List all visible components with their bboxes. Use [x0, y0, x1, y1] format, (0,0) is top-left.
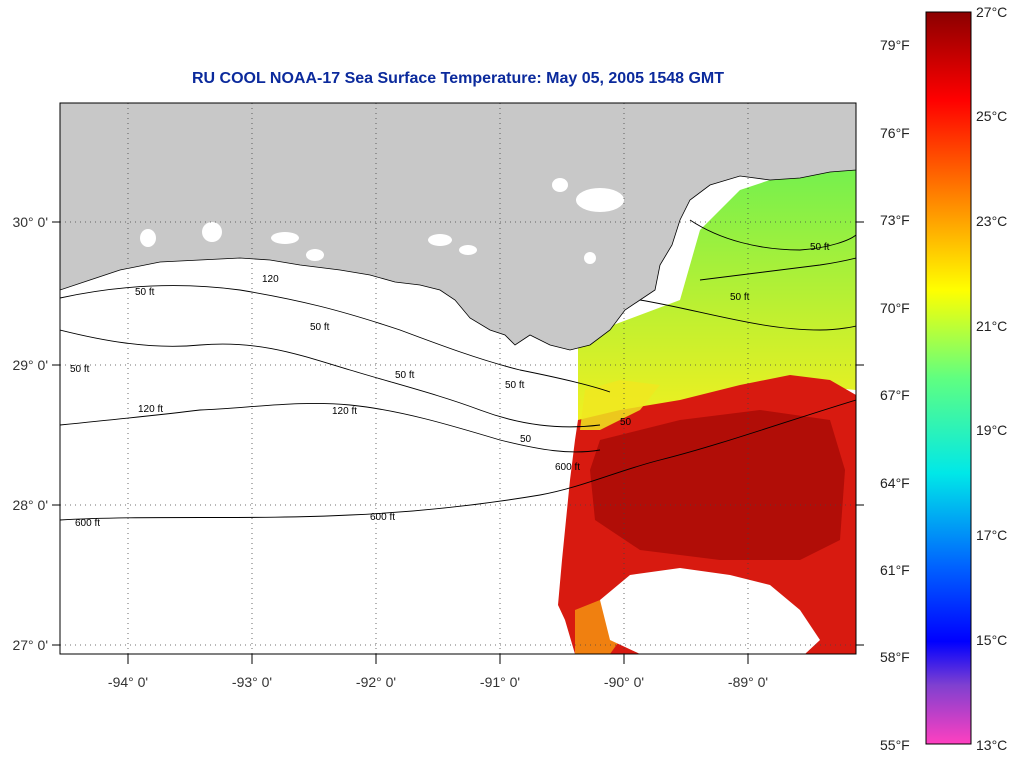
- axis-ticks: [52, 221, 864, 664]
- sst-nearshore-band: [578, 160, 856, 420]
- lat-label: 27° 0': [12, 637, 48, 653]
- sst-yellow-tongue: [580, 380, 660, 430]
- lon-label: -93° 0': [231, 674, 273, 690]
- contour-label: 50: [520, 434, 532, 445]
- colorbar-f-label: 79°F: [880, 37, 910, 53]
- colorbar-c-label: 19°C: [976, 422, 1008, 438]
- contour-label: 600 ft: [370, 512, 395, 523]
- contour-label: 50 ft: [70, 364, 90, 375]
- sst-warm-core: [590, 410, 845, 560]
- contour-label: 120 ft: [138, 404, 163, 415]
- colorbar-c-label: 25°C: [976, 108, 1008, 124]
- lon-label: -89° 0': [727, 674, 769, 690]
- contour-labels: 50 ft 120 50 ft 50 ft 50 ft 120 ft 50 ft…: [70, 242, 830, 529]
- map-title: RU COOL NOAA-17 Sea Surface Temperature:…: [191, 70, 725, 87]
- lon-label: -92° 0': [355, 674, 397, 690]
- lon-label: -94° 0': [107, 674, 149, 690]
- colorbar-c-label: 23°C: [976, 213, 1008, 229]
- colorbar-c-label: 21°C: [976, 318, 1008, 334]
- contour-label: 50 ft: [505, 380, 525, 391]
- cloud-cover: [600, 568, 820, 654]
- colorbar-c-label: 13°C: [976, 737, 1008, 753]
- contour-label: 120: [262, 274, 279, 285]
- sst-orange-fringe: [575, 600, 620, 654]
- colorbar: [925, 11, 972, 745]
- contour-label: 50: [620, 417, 632, 428]
- lakes: [140, 178, 624, 264]
- lat-label: 28° 0': [12, 497, 48, 513]
- colorbar-f-label: 61°F: [880, 562, 910, 578]
- bathymetry-contours: [60, 219, 856, 521]
- colorbar-f-label: 64°F: [880, 475, 910, 491]
- lat-label: 30° 0': [12, 214, 48, 230]
- contour-label: 50 ft: [135, 287, 155, 298]
- contour-label: 600 ft: [555, 462, 580, 473]
- colorbar-f-label: 70°F: [880, 300, 910, 316]
- contour-label: 50 ft: [310, 322, 330, 333]
- colorbar-c-label: 15°C: [976, 632, 1008, 648]
- lon-label: -90° 0': [603, 674, 645, 690]
- colorbar-c-label: 27°C: [976, 4, 1008, 20]
- lon-label: -91° 0': [479, 674, 521, 690]
- contour-label: 120 ft: [332, 406, 357, 417]
- colorbar-f-label: 76°F: [880, 125, 910, 141]
- land-mass: [60, 103, 856, 351]
- contour-label: 50 ft: [810, 242, 830, 253]
- lat-label: 29° 0': [12, 357, 48, 373]
- contour-label: 50 ft: [730, 292, 750, 303]
- colorbar-f-label: 55°F: [880, 737, 910, 753]
- colorbar-f-label: 73°F: [880, 212, 910, 228]
- colorbar-f-label: 58°F: [880, 649, 910, 665]
- contour-label: 50 ft: [395, 370, 415, 381]
- contour-label: 600 ft: [75, 518, 100, 529]
- graticule: [60, 103, 856, 654]
- colorbar-f-label: 67°F: [880, 387, 910, 403]
- colorbar-c-label: 17°C: [976, 527, 1008, 543]
